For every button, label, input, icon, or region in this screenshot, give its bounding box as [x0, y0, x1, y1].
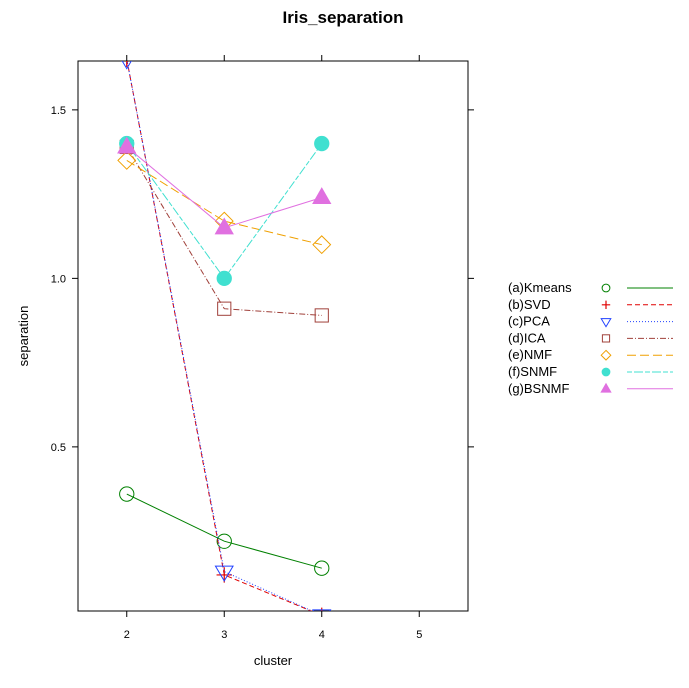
legend-item: (c)PCA — [508, 314, 673, 329]
data-point — [314, 135, 330, 152]
legend-item: (b)SVD — [508, 297, 673, 312]
data-point — [121, 61, 132, 70]
series-g-bsnmf — [117, 136, 332, 235]
legend-marker — [601, 300, 611, 309]
data-point — [312, 187, 332, 205]
data-point — [214, 217, 234, 235]
data-point — [314, 560, 330, 576]
legend-label: (e)NMF — [508, 347, 552, 362]
x-tick-label: 2 — [124, 629, 130, 641]
x-tick-label: 3 — [221, 629, 227, 641]
legend-marker — [601, 334, 611, 343]
legend-label: (f)SNMF — [508, 364, 557, 379]
legend-marker — [600, 318, 612, 328]
series-layer — [117, 61, 332, 611]
series-line — [126, 493, 322, 569]
y-axis-label: separation — [16, 306, 31, 367]
legend-marker — [600, 349, 612, 361]
series-c-pca — [121, 61, 332, 611]
legend-marker — [601, 283, 611, 293]
plot-frame — [77, 60, 469, 612]
series-line — [126, 146, 322, 316]
series-line — [126, 61, 313, 611]
legend-label: (c)PCA — [508, 314, 550, 329]
y-tick-label: 0.5 — [51, 442, 66, 454]
data-point — [117, 136, 137, 154]
legend-label: (d)ICA — [508, 330, 546, 345]
x-tick-label: 4 — [319, 629, 325, 641]
data-point — [117, 150, 137, 170]
data-point — [214, 565, 234, 582]
data-point — [216, 270, 232, 287]
legend-marker — [601, 367, 611, 377]
legend-item: (g)BSNMF — [508, 381, 673, 396]
legend-item: (f)SNMF — [508, 364, 673, 379]
y-tick-label: 1.0 — [51, 273, 66, 285]
legend-marker — [600, 382, 612, 393]
legend-item: (a)Kmeans — [508, 280, 673, 295]
legend-label: (b)SVD — [508, 297, 551, 312]
data-point — [217, 301, 232, 316]
legend: (a)Kmeans (b)SVD (c)PCA(d)ICA (e)NMF (f)SNMF… — [508, 280, 673, 396]
series-e-nmf — [117, 150, 332, 255]
data-point — [126, 61, 128, 68]
legend-label: (a)Kmeans — [508, 280, 572, 295]
data-point — [314, 308, 329, 323]
series-line — [126, 146, 322, 229]
data-point — [312, 609, 332, 611]
chart-title: Iris_separation — [283, 8, 404, 27]
series-b-svd — [126, 61, 323, 611]
series-line — [126, 61, 314, 611]
series-a-kmeans — [119, 486, 330, 576]
axis-ticks: 2 3 4 5 0.5 1.0 1.5 — [51, 55, 474, 641]
y-tick-label: 1.5 — [51, 105, 66, 117]
data-point — [312, 235, 332, 255]
legend-item: (e)NMF — [508, 347, 673, 362]
legend-label: (g)BSNMF — [508, 381, 569, 396]
data-point — [216, 533, 232, 549]
legend-item: (d)ICA — [508, 330, 673, 345]
series-f-snmf — [119, 135, 330, 287]
x-axis-label: cluster — [254, 653, 293, 668]
x-tick-label: 5 — [416, 629, 422, 641]
series-line — [126, 143, 323, 280]
data-point — [119, 486, 135, 502]
